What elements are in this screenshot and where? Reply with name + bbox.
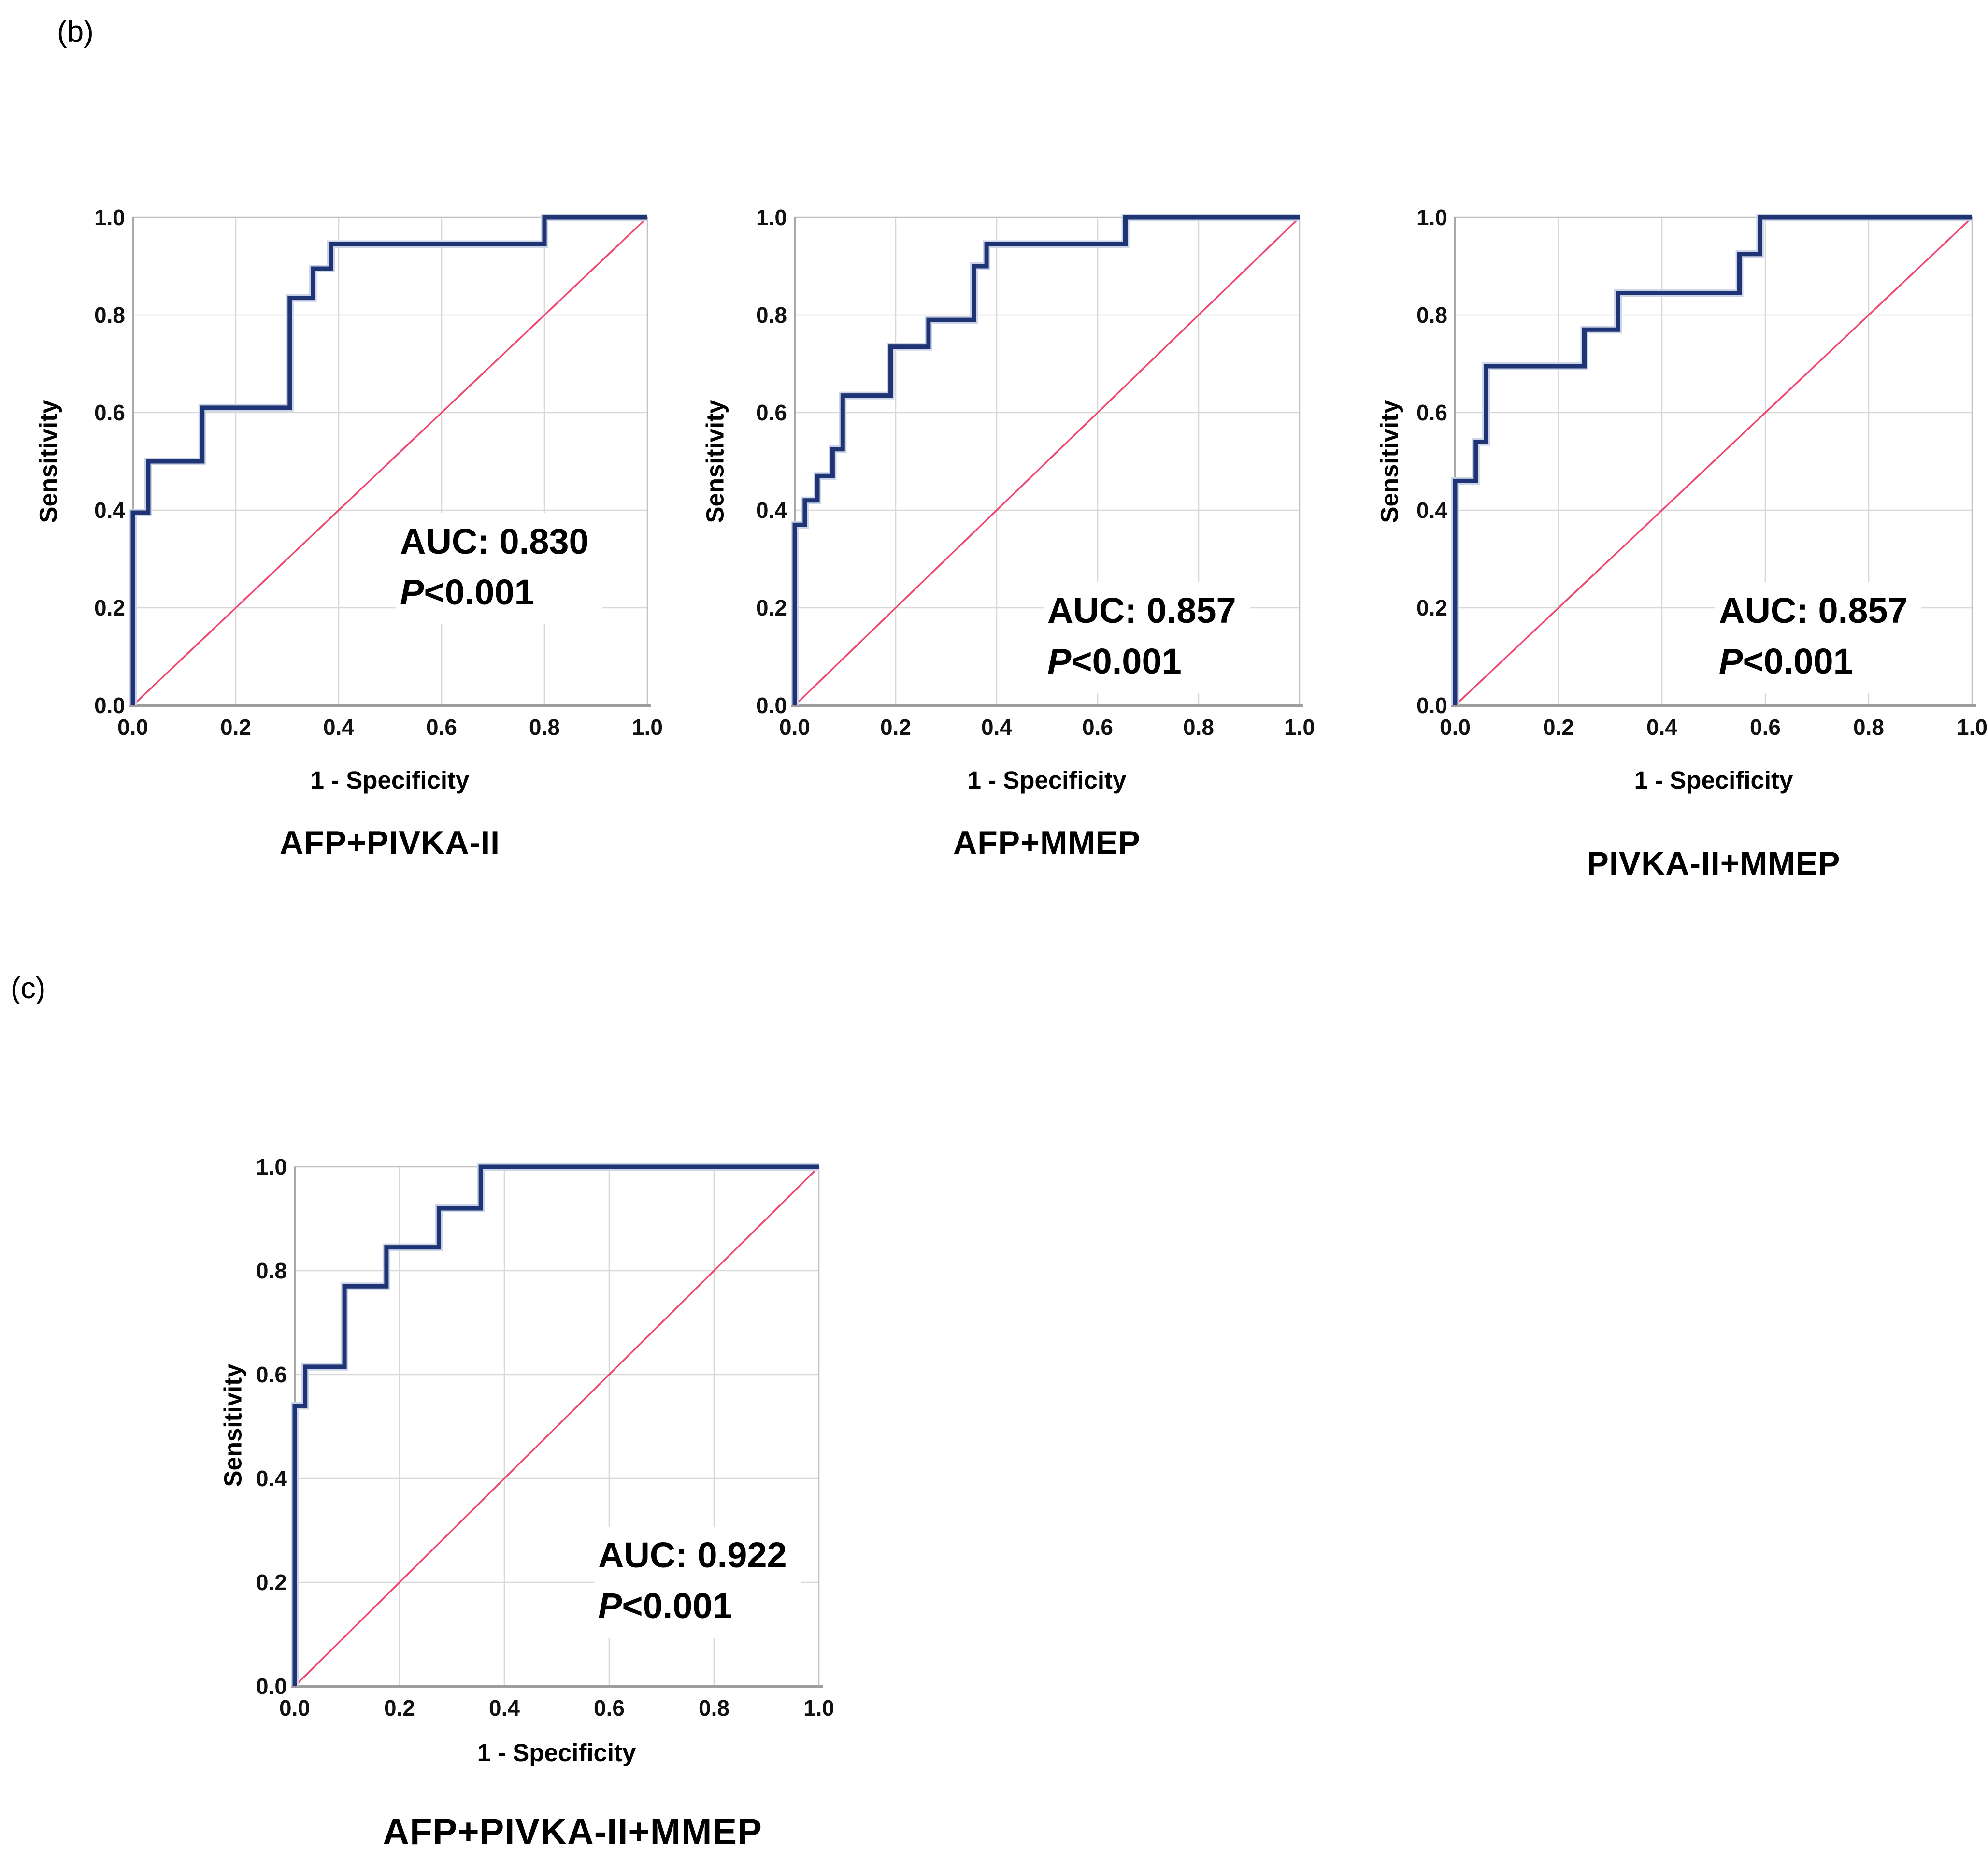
x-tick-label: 0.2 — [384, 1695, 415, 1721]
x-tick-label: 0.2 — [220, 715, 251, 740]
x-tick-label: 0.0 — [1440, 715, 1471, 740]
panel-c-label: (c) — [11, 972, 46, 1005]
x-tick-label: 0.6 — [1750, 715, 1781, 740]
y-tick-label: 0.6 — [1416, 400, 1447, 425]
x-tick-label: 0.6 — [426, 715, 457, 740]
y-tick-label: 0.2 — [756, 595, 787, 620]
y-tick-label: 0.4 — [256, 1466, 287, 1491]
x-tick-label: 0.6 — [594, 1695, 625, 1721]
x-tick-label: 0.8 — [529, 715, 560, 740]
x-tick-label: 0.4 — [1646, 715, 1677, 740]
x-tick-label: 1.0 — [632, 715, 663, 740]
x-tick-label: 0.2 — [1543, 715, 1574, 740]
x-tick-label: 0.2 — [880, 715, 911, 740]
auc-value: AUC: 0.857 — [1719, 590, 1908, 631]
x-tick-label: 0.0 — [279, 1695, 310, 1721]
x-tick-label: 1.0 — [1957, 715, 1988, 740]
p-value: P<0.001 — [1719, 641, 1853, 682]
y-tick-label: 0.8 — [94, 302, 125, 328]
y-tick-label: 0.4 — [1416, 498, 1447, 523]
y-tick-label: 1.0 — [94, 205, 125, 230]
roc-plot-area — [1451, 214, 1976, 707]
y-tick-label: 0.4 — [94, 498, 125, 523]
auc-value: AUC: 0.857 — [1047, 590, 1236, 631]
x-tick-label: 0.4 — [323, 715, 354, 740]
auc-annotation: AUC: 0.922 P<0.001 — [594, 1527, 801, 1638]
y-tick-label: 0.2 — [1416, 595, 1447, 620]
x-tick-label: 0.6 — [1082, 715, 1113, 740]
auc-value: AUC: 0.830 — [400, 521, 589, 561]
y-tick-label: 1.0 — [1416, 205, 1447, 230]
p-value: P<0.001 — [1047, 641, 1182, 682]
x-tick-label: 1.0 — [803, 1695, 834, 1721]
x-tick-label: 0.8 — [699, 1695, 729, 1721]
x-tick-label: 0.4 — [489, 1695, 520, 1721]
y-tick-label: 0.8 — [256, 1258, 287, 1283]
y-tick-label: 0.8 — [756, 302, 787, 328]
y-tick-label: 0.2 — [94, 595, 125, 620]
p-value: P<0.001 — [400, 572, 534, 613]
y-tick-label: 0.6 — [756, 400, 787, 425]
auc-value: AUC: 0.922 — [598, 1535, 787, 1575]
roc-plot-area — [791, 214, 1303, 707]
y-tick-label: 0.0 — [256, 1674, 287, 1699]
y-tick-label: 0.6 — [94, 400, 125, 425]
x-tick-label: 0.8 — [1183, 715, 1214, 740]
auc-annotation: AUC: 0.857 P<0.001 — [1044, 582, 1250, 694]
auc-annotation: AUC: 0.857 P<0.001 — [1715, 582, 1921, 694]
x-tick-label: 0.4 — [981, 715, 1012, 740]
y-tick-label: 0.0 — [756, 693, 787, 718]
x-tick-label: 0.8 — [1853, 715, 1884, 740]
x-tick-label: 0.0 — [117, 715, 148, 740]
y-tick-label: 1.0 — [756, 205, 787, 230]
y-tick-label: 0.8 — [1416, 302, 1447, 328]
y-tick-label: 0.0 — [1416, 693, 1447, 718]
y-tick-label: 1.0 — [256, 1154, 287, 1179]
roc-plot-area — [129, 214, 651, 707]
auc-annotation: AUC: 0.830 P<0.001 — [396, 513, 602, 625]
y-tick-label: 0.2 — [256, 1570, 287, 1595]
p-value: P<0.001 — [598, 1586, 732, 1626]
y-tick-label: 0.4 — [756, 498, 787, 523]
y-tick-label: 0.0 — [94, 693, 125, 718]
y-tick-label: 0.6 — [256, 1362, 287, 1387]
panel-b-label: (b) — [57, 15, 94, 48]
x-tick-label: 0.0 — [779, 715, 810, 740]
x-tick-label: 1.0 — [1284, 715, 1315, 740]
roc-plot-area — [291, 1163, 823, 1688]
